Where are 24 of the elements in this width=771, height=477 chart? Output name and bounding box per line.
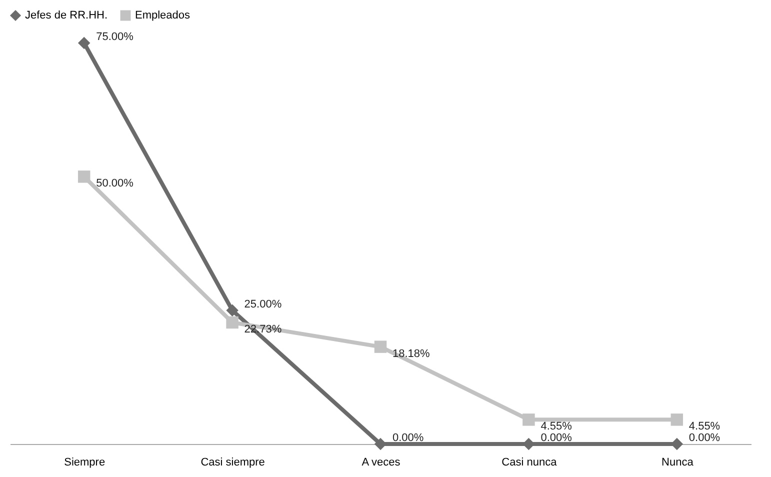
data-label: 0.00% [688, 432, 720, 444]
data-label: 75.00% [96, 31, 134, 43]
data-label: 4.55% [688, 420, 720, 433]
point [78, 170, 90, 183]
data-label: 4.55% [540, 420, 572, 433]
legend-label: Empleados [135, 10, 191, 22]
data-label: 18.18% [392, 348, 430, 360]
point [226, 316, 238, 329]
x-tick-label: Siempre [64, 456, 106, 468]
point [522, 414, 535, 426]
x-tick-label: Casi siempre [200, 456, 265, 468]
legend-label: Jefes de RR.HH. [25, 10, 108, 22]
x-tick-label: Casi nunca [502, 456, 558, 468]
data-label: 0.00% [392, 432, 424, 444]
point [78, 36, 90, 50]
x-tick-label: A veces [362, 456, 401, 468]
data-label: 0.00% [540, 432, 572, 444]
data-label: 50.00% [96, 178, 134, 190]
point [226, 304, 238, 316]
x-tick-label: Nunca [662, 456, 694, 468]
data-label: 22.73% [244, 323, 282, 336]
point [374, 340, 387, 353]
point [670, 414, 684, 426]
data-label: 25.00% [244, 298, 282, 310]
